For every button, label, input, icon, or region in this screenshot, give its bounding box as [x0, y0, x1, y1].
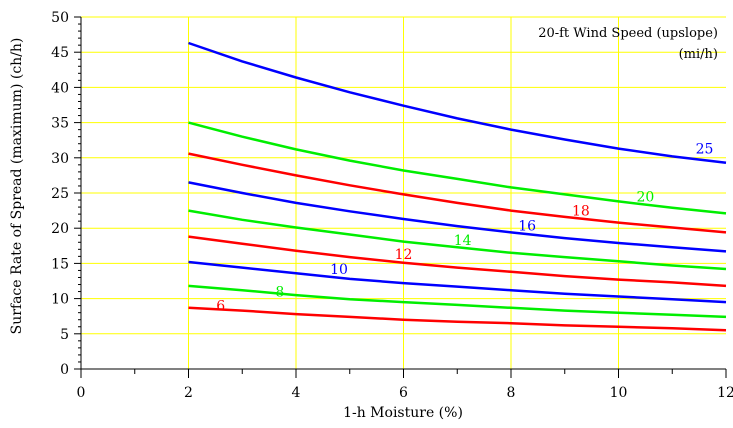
- x-tick-label: 0: [77, 385, 86, 401]
- y-tick-label: 45: [51, 45, 69, 61]
- y-tick-label: 35: [51, 116, 69, 132]
- x-tick-label: 6: [399, 385, 408, 401]
- x-tick-label: 2: [184, 385, 193, 401]
- y-tick-label: 20: [51, 221, 69, 237]
- x-tick-label: 10: [610, 385, 628, 401]
- series-label-14: 14: [454, 233, 472, 249]
- series-label-16: 16: [518, 218, 536, 234]
- x-tick-label: 4: [292, 385, 301, 401]
- series-labels: 6 8 10 12 14 16 18 20 25: [216, 142, 713, 315]
- series-label-20: 20: [636, 189, 654, 205]
- series-label-6: 6: [216, 299, 225, 315]
- y-tick-label: 30: [51, 151, 69, 167]
- series-line-18: [188, 152, 727, 234]
- y-tick-label: 5: [60, 327, 69, 343]
- y-tick-label: 25: [51, 186, 69, 202]
- series-lines: [188, 41, 727, 332]
- y-tick-label: 40: [51, 80, 69, 96]
- series-line-10: [188, 260, 727, 304]
- x-tick-label: 8: [507, 385, 516, 401]
- series-line-14: [188, 209, 727, 271]
- series-label-25: 25: [696, 142, 714, 158]
- x-tick-label: 12: [717, 385, 733, 401]
- series-label-10: 10: [330, 262, 348, 278]
- legend-title-line1: 20-ft Wind Speed (upslope): [538, 26, 718, 41]
- legend-title-line2: (mi/h): [679, 47, 718, 62]
- series-label-18: 18: [572, 204, 590, 220]
- x-axis-label: 1-h Moisture (%): [343, 405, 463, 421]
- y-tick-label: 15: [51, 256, 69, 272]
- series-line-12: [188, 235, 727, 288]
- series-label-12: 12: [395, 247, 413, 263]
- series-line-6: [188, 306, 727, 332]
- series-line-25: [188, 41, 727, 164]
- series-line-16: [188, 181, 727, 253]
- series-label-8: 8: [275, 284, 284, 300]
- series-line-20: [188, 121, 727, 215]
- y-axis-label: Surface Rate of Spread (maximum) (ch/h): [9, 38, 25, 335]
- series-line-8: [188, 284, 727, 319]
- y-tick-label: 10: [51, 292, 69, 308]
- y-tick-label: 0: [60, 362, 69, 378]
- tick-marks: 0 5 10 15 20 25 30 35 40 45 50 0 2 4 6 8 10 12: [51, 10, 733, 401]
- y-tick-label: 50: [51, 10, 69, 26]
